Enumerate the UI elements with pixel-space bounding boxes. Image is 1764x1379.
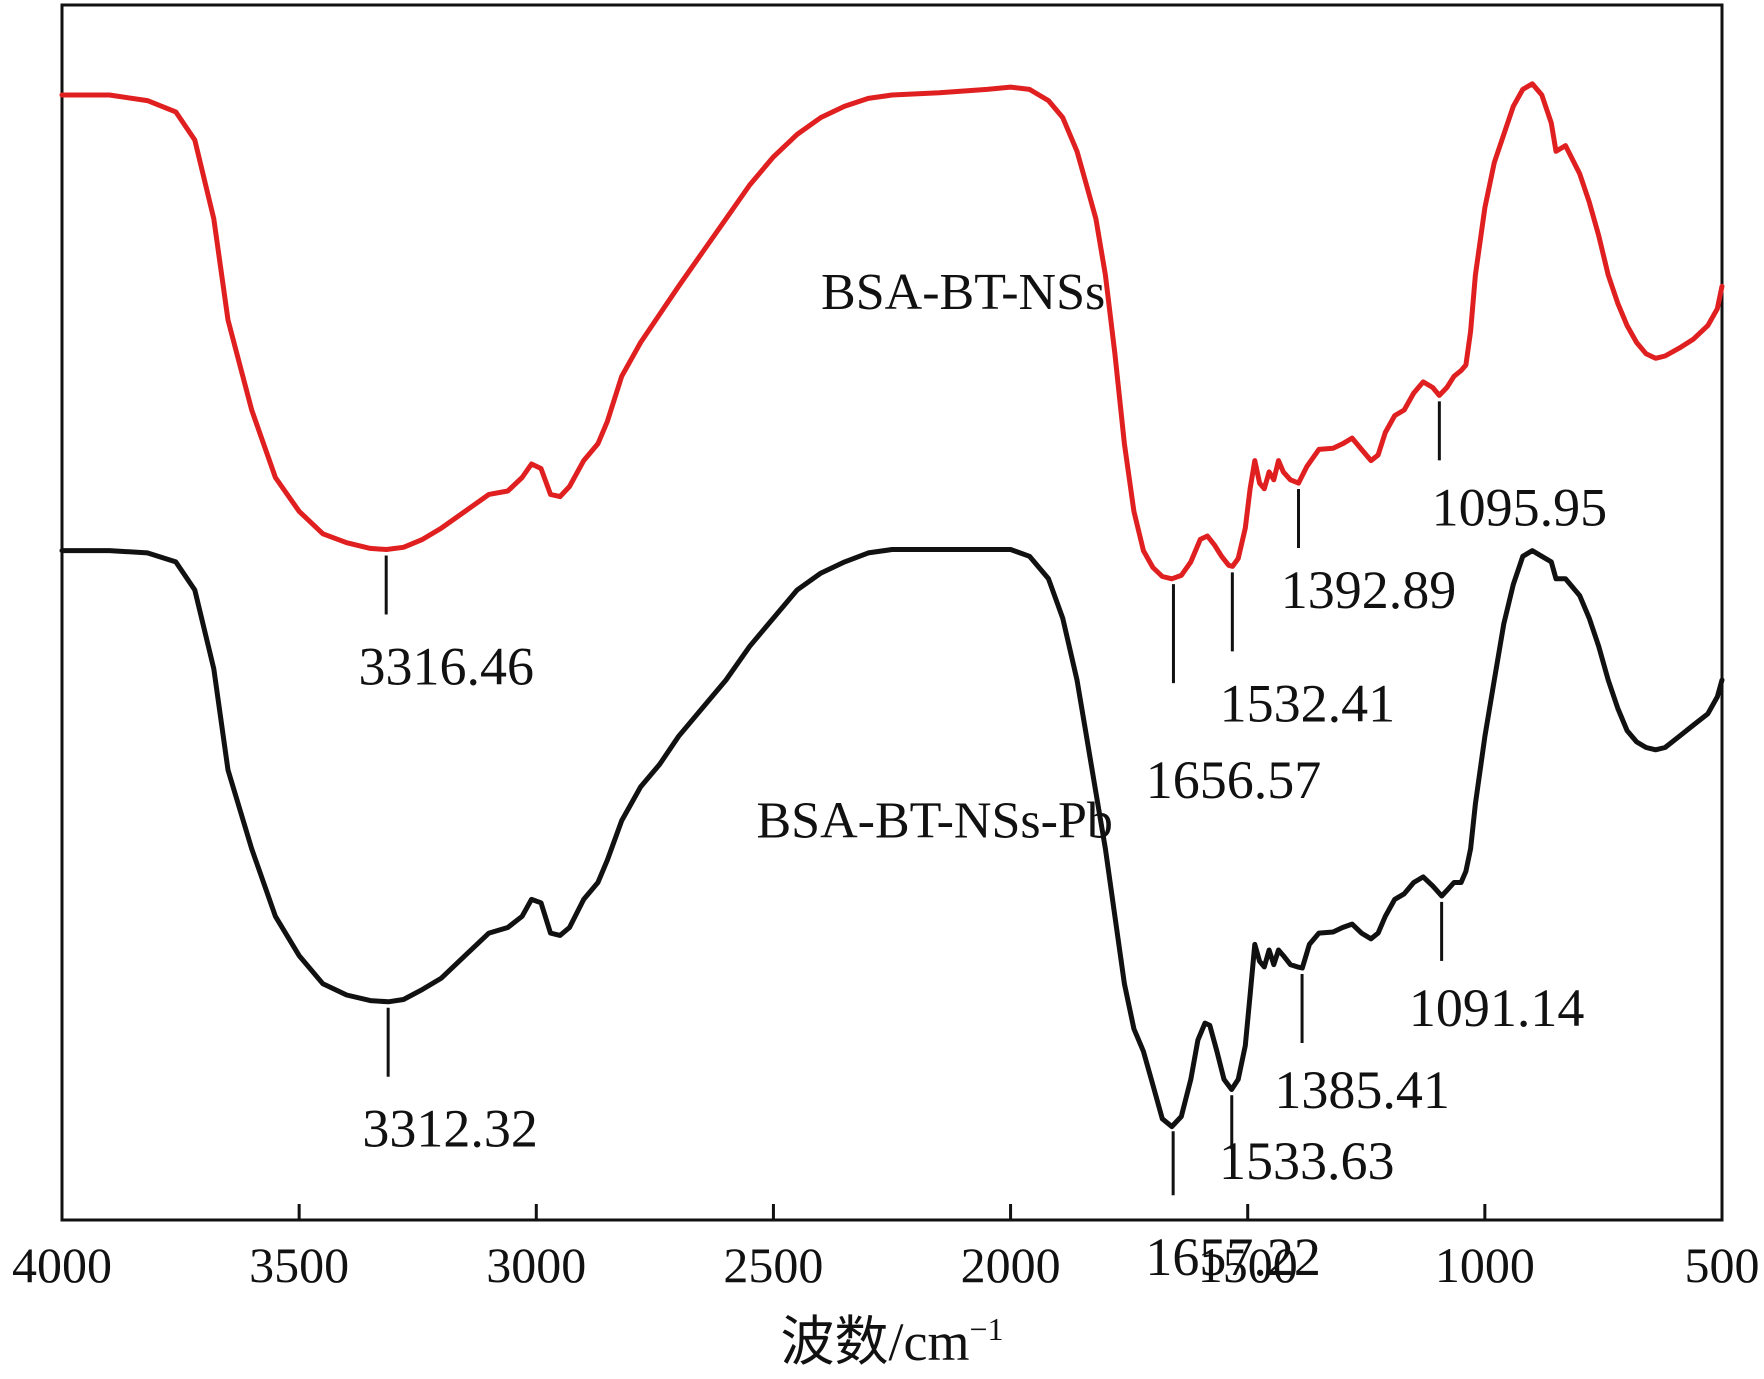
x-axis-tick-labels: 4000 3500 3000 2500 2000 1500 1000 500 <box>12 1237 1760 1293</box>
x-axis-ticks <box>60 1204 1724 1220</box>
series-line-2 <box>59 547 1725 1130</box>
peak-label-3: 1532.41 <box>1220 673 1396 733</box>
x-tick-label-2500: 2500 <box>723 1237 823 1293</box>
peak-label-2: 1656.57 <box>1146 750 1322 810</box>
peak-label-9: 1385.41 <box>1274 1060 1450 1120</box>
series-labels: BSA-BT-NSs BSA-BT-NSs-Pb <box>756 264 1112 850</box>
peak-leader-lines <box>384 401 1444 1196</box>
series-label-2: BSA-BT-NSs-Pb <box>756 793 1112 850</box>
peak-labels: 3316.46 1656.57 1532.41 1392.89 1095.95 3312.… <box>358 477 1607 1287</box>
x-tick-label-3500: 3500 <box>249 1237 349 1293</box>
peak-label-10: 1091.14 <box>1409 978 1585 1038</box>
peak-label-8: 1533.63 <box>1219 1131 1395 1191</box>
x-axis-title: 波数/cm−1 <box>780 1311 1003 1372</box>
series-layer <box>59 81 1725 1130</box>
peak-label-1: 3316.46 <box>358 636 534 696</box>
x-axis-title-superscript: −1 <box>969 1311 1003 1347</box>
x-axis-title-text: 波数/cm <box>780 1312 969 1372</box>
x-tick-label-4000: 4000 <box>12 1237 112 1293</box>
x-tick-label-1000: 1000 <box>1435 1237 1535 1293</box>
x-tick-label-500: 500 <box>1685 1237 1760 1293</box>
series-line-1 <box>59 81 1725 582</box>
peak-label-5: 1095.95 <box>1432 477 1608 537</box>
series-label-1: BSA-BT-NSs <box>821 264 1105 321</box>
x-tick-label-1500: 1500 <box>1198 1237 1298 1293</box>
peak-label-6: 3312.32 <box>362 1099 538 1159</box>
peak-label-4: 1392.89 <box>1281 560 1457 620</box>
x-tick-label-2000: 2000 <box>961 1237 1061 1293</box>
x-tick-label-3000: 3000 <box>486 1237 586 1293</box>
peak-label-7: 1657.22 <box>1145 1227 1321 1287</box>
plot-frame <box>60 3 1724 1222</box>
